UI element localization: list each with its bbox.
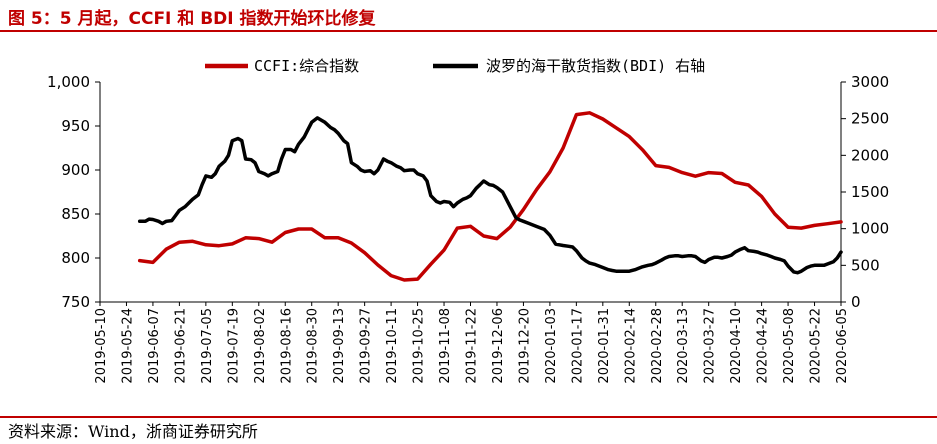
x-tick-label: 2020-06-05 bbox=[835, 308, 850, 384]
x-tick-label: 2019-10-11 bbox=[385, 308, 400, 384]
x-tick-label: 2020-01-17 bbox=[570, 308, 585, 384]
x-tick-label: 2019-11-22 bbox=[465, 308, 480, 384]
x-tick-label: 2019-06-21 bbox=[173, 308, 188, 384]
x-tick-label: 2020-01-31 bbox=[597, 308, 612, 384]
x-tick-label: 2019-08-02 bbox=[253, 308, 268, 384]
x-tick-label: 2019-05-10 bbox=[94, 308, 109, 384]
legend-bdi-label: 波罗的海干散货指数(BDI) 右轴 bbox=[486, 57, 705, 75]
y-left-tick-label: 900 bbox=[61, 161, 90, 179]
x-tick-label: 2019-07-05 bbox=[200, 308, 215, 384]
x-tick-label: 2020-05-08 bbox=[782, 308, 797, 384]
y-left-tick-label: 1,000 bbox=[47, 73, 90, 91]
legend-ccfi-label: CCFI:综合指数 bbox=[254, 57, 359, 75]
x-tick-label: 2019-07-19 bbox=[226, 308, 241, 384]
x-tick-label: 2020-05-22 bbox=[809, 308, 824, 384]
line-chart: CCFI:综合指数 波罗的海干散货指数(BDI) 右轴 750 800 850 900… bbox=[47, 57, 889, 384]
y-left-tick-label: 950 bbox=[61, 117, 90, 135]
y-right-tick-label: 2000 bbox=[851, 146, 889, 164]
x-tick-label: 2019-11-08 bbox=[438, 308, 453, 384]
chart-series bbox=[137, 111, 843, 282]
x-tick-label: 2020-02-28 bbox=[650, 308, 665, 384]
x-tick-label: 2019-12-06 bbox=[491, 308, 506, 384]
x-tick-label: 2020-04-10 bbox=[729, 308, 744, 384]
y-right-tick-label: 2500 bbox=[851, 110, 889, 128]
x-tick-label: 2019-12-20 bbox=[517, 308, 532, 384]
x-tick-label: 2020-02-14 bbox=[623, 308, 638, 384]
chart-legend: CCFI:综合指数 波罗的海干散货指数(BDI) 右轴 bbox=[205, 57, 705, 75]
x-tick-label: 2020-03-27 bbox=[703, 308, 718, 384]
x-tick-label: 2019-08-30 bbox=[306, 308, 321, 384]
y-right-tick-label: 1000 bbox=[851, 220, 889, 238]
x-tick-label: 2020-03-13 bbox=[676, 308, 691, 384]
y-left-tick-label: 800 bbox=[61, 249, 90, 267]
chart-axes bbox=[99, 82, 842, 303]
source-divider bbox=[0, 416, 937, 418]
x-tick-label: 2019-09-27 bbox=[359, 308, 374, 384]
figure-title: 图 5：5 月起，CCFI 和 BDI 指数开始环比修复 bbox=[8, 9, 376, 29]
x-tick-label: 2019-08-16 bbox=[279, 308, 294, 384]
source-note: 资料来源：Wind，浙商证券研究所 bbox=[8, 422, 258, 441]
title-divider bbox=[0, 30, 937, 32]
x-tick-label: 2020-01-03 bbox=[544, 308, 559, 384]
y-right-tick-label: 1500 bbox=[851, 183, 889, 201]
x-tick-label: 2020-04-24 bbox=[756, 308, 771, 384]
y-left-tick-label: 850 bbox=[61, 205, 90, 223]
y-right-tick-label: 3000 bbox=[851, 73, 889, 91]
y-left-tick-label: 750 bbox=[61, 293, 90, 311]
ccfi-series-line bbox=[137, 111, 843, 282]
x-tick-label: 2019-05-24 bbox=[120, 308, 135, 384]
chart-ticks: 750 800 850 900 950 1,000 0 500 1000 1500 2000 2500… bbox=[47, 73, 889, 384]
x-tick-label: 2019-10-25 bbox=[412, 308, 427, 384]
x-tick-label: 2019-06-07 bbox=[147, 308, 162, 384]
bdi-series-line bbox=[137, 116, 843, 275]
y-right-tick-label: 500 bbox=[851, 256, 880, 274]
x-tick-label: 2019-09-13 bbox=[332, 308, 347, 384]
y-right-tick-label: 0 bbox=[851, 293, 861, 311]
